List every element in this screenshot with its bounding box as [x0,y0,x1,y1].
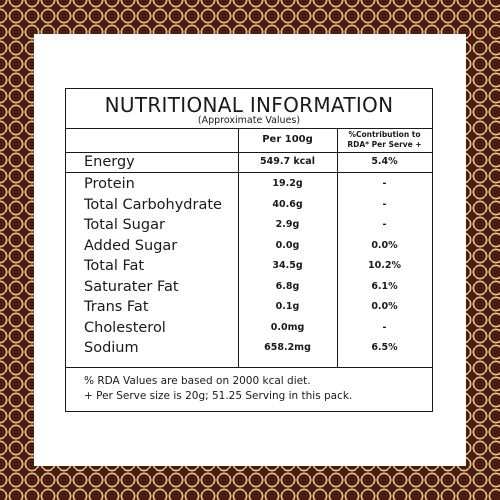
divider-energy [66,172,432,173]
nutrient-name: Total Carbohydrate [84,196,222,213]
nutrient-rda: 6.5% [371,342,398,353]
nutrient-rda: 5.4% [371,156,398,167]
nutrient-rda: 10.2% [368,260,401,271]
col-header-rda: %Contribution to RDA* Per Serve + [337,130,432,149]
divider-col-1 [238,128,239,367]
nutrient-name: Sodium [84,340,139,356]
nutrient-name: Energy [84,154,135,170]
nutrient-per100: 549.7 kcal [260,156,315,167]
nutrient-per100: 34.5g [272,260,303,271]
divider-header-top [66,128,432,129]
footnote-serving: + Per Serve size is 20g; 51.25 Serving i… [84,390,353,402]
divider-footnote [66,367,432,368]
col-header-per100: Per 100g [262,134,313,145]
nutrient-rda: - [382,198,387,210]
nutrient-per100: 0.1g [275,301,300,312]
nutrient-name: Protein [84,176,135,192]
nutrient-name: Cholesterol [84,319,166,336]
nutrition-table: NUTRITIONAL INFORMATION (Approximate Val… [65,88,433,412]
footnote-rda: % RDA Values are based on 2000 kcal diet… [84,375,311,387]
nutrient-rda: - [382,219,387,230]
nutrient-name: Total Sugar [84,217,165,233]
nutrient-name: Trans Fat [84,299,149,315]
nutrient-rda: 0.0% [371,301,398,312]
nutrient-rda: - [382,321,387,333]
table-subtitle: (Approximate Values) [197,115,301,126]
table-title: NUTRITIONAL INFORMATION [104,93,394,117]
col-header-rda-line1: %Contribution to [348,130,421,139]
divider-col-2 [337,128,338,367]
nutrient-rda: - [382,178,387,189]
nutrient-rda: 0.0% [371,239,398,251]
nutrient-per100: 6.8g [275,280,300,292]
divider-header-bottom [66,152,432,153]
nutrient-per100: 0.0g [275,239,300,251]
nutrient-name: Added Sugar [84,237,178,254]
nutrient-per100: 2.9g [275,219,300,230]
nutrient-per100: 19.2g [272,178,303,189]
nutrient-name: Total Fat [84,258,145,274]
col-header-rda-line2: RDA* Per Serve + [347,139,422,149]
nutrient-name: Saturater Fat [84,278,179,295]
nutrient-per100: 40.6g [272,198,303,210]
nutrient-rda: 6.1% [371,280,398,292]
nutrient-per100: 658.2mg [264,342,311,353]
nutrient-per100: 0.0mg [270,321,305,333]
